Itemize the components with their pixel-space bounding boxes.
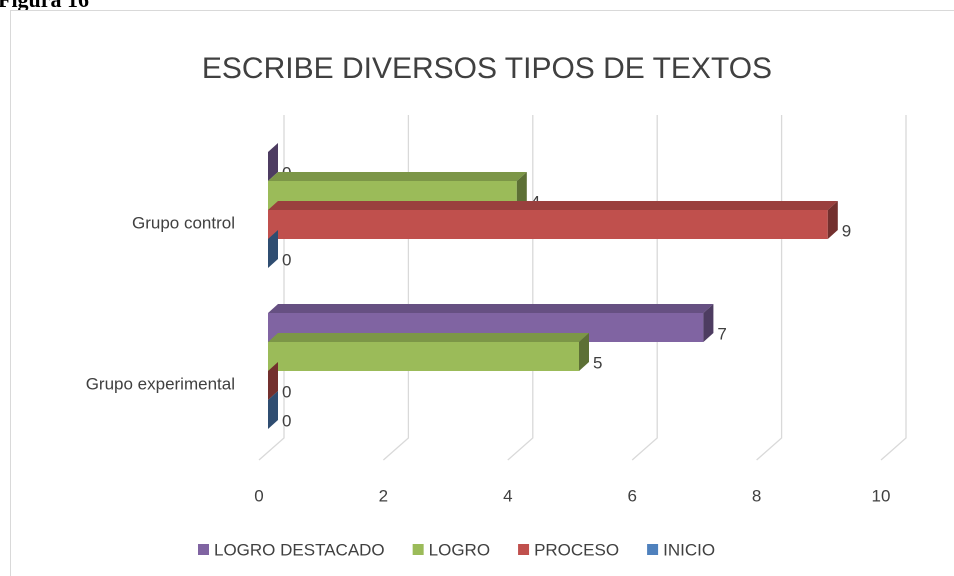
legend-label: INICIO	[663, 540, 715, 559]
figure-label: Figura 16	[0, 0, 89, 12]
data-label: 0	[282, 411, 291, 430]
data-label: 0	[282, 250, 291, 269]
bar-side	[827, 201, 838, 239]
bar-top	[268, 201, 838, 210]
legend-label: PROCESO	[534, 540, 619, 559]
bar-side	[268, 143, 278, 181]
bar-top	[268, 172, 527, 181]
bar-top	[268, 333, 589, 342]
x-tick-label: 10	[872, 486, 891, 505]
bar-side	[579, 333, 589, 371]
data-label: 9	[842, 221, 851, 240]
x-tick-label: 8	[752, 486, 761, 505]
legend-swatch	[518, 544, 530, 555]
chart-frame	[10, 10, 954, 576]
x-tick-label: 2	[379, 486, 388, 505]
data-label: 0	[282, 382, 291, 401]
bar-side	[703, 304, 714, 342]
bar	[268, 210, 828, 239]
x-tick-label: 6	[627, 486, 636, 505]
bar-side	[268, 362, 278, 400]
legend-swatch	[647, 544, 659, 555]
legend-swatch	[412, 544, 424, 555]
data-label: 5	[593, 353, 602, 372]
x-tick-label: 4	[503, 486, 512, 505]
category-label: Grupo experimental	[86, 374, 235, 393]
x-tick-label: 0	[254, 486, 263, 505]
bar-side	[268, 391, 278, 429]
bar-top	[268, 304, 714, 313]
grid-line	[880, 115, 907, 461]
bar	[268, 342, 579, 371]
bar-side	[268, 230, 278, 268]
legend-label: LOGRO DESTACADO	[214, 540, 385, 559]
legend-label: LOGRO	[429, 540, 490, 559]
category-label: Grupo control	[132, 213, 235, 232]
data-label: 7	[717, 324, 726, 343]
legend-swatch	[198, 544, 209, 555]
chart-title: ESCRIBE DIVERSOS TIPOS DE TEXTOS	[202, 52, 772, 85]
bar-side	[516, 172, 527, 210]
